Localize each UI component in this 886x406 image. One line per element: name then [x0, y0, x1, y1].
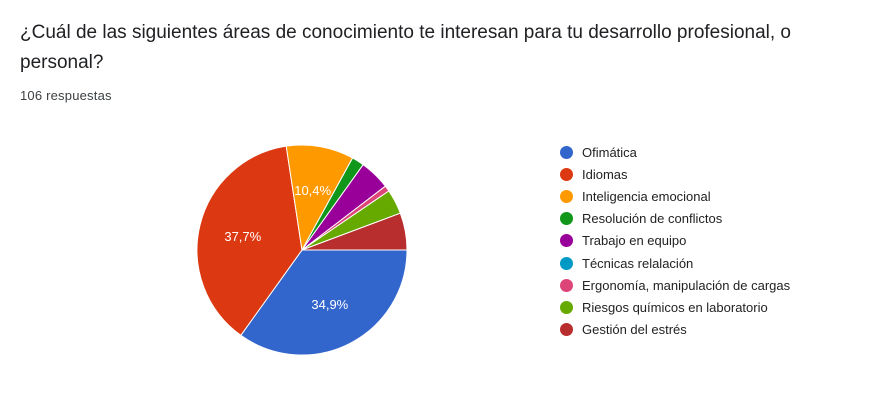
legend-swatch-4: [560, 212, 573, 226]
legend-label-2: Idiomas: [582, 166, 628, 182]
legend-swatch-2: [560, 167, 573, 181]
legend-item-1[interactable]: Ofimática: [560, 141, 790, 163]
legend-swatch-9: [560, 323, 573, 337]
pie-label-2: 37,7%: [224, 229, 261, 244]
pie-slice-1[interactable]: [240, 249, 408, 356]
legend-item-7[interactable]: Ergonomía, manipulación de cargas: [560, 274, 790, 296]
legend-item-9[interactable]: Gestión del estrés: [560, 319, 790, 341]
legend-label-7: Ergonomía, manipulación de cargas: [582, 277, 791, 293]
legend-swatch-1: [560, 145, 573, 159]
legend-item-6[interactable]: Técnicas relalación: [560, 252, 790, 274]
legend-label-8: Riesgos químicos en laboratorio: [582, 299, 768, 315]
legend-item-2[interactable]: Idiomas: [560, 163, 790, 185]
legend-item-5[interactable]: Trabajo en equipo: [560, 230, 790, 252]
legend-swatch-3: [560, 189, 573, 203]
legend-swatch-6: [560, 256, 573, 270]
pie-labels: 34,9% 37,7% 10,4%: [224, 183, 348, 312]
pie-slice-3[interactable]: [285, 144, 354, 252]
legend-item-8[interactable]: Riesgos químicos en laboratorio: [560, 296, 790, 318]
response-count: 106 respuestas: [20, 88, 112, 103]
legend-label-4: Resolución de conflictos: [582, 211, 723, 227]
legend-label-5: Trabajo en equipo: [582, 233, 687, 249]
pie-slice-2[interactable]: [196, 145, 303, 337]
pie-label-1: 34,9%: [311, 297, 348, 312]
legend-item-4[interactable]: Resolución de conflictos: [560, 208, 790, 230]
legend-label-3: Inteligencia emocional: [582, 188, 711, 204]
legend-label-6: Técnicas relalación: [582, 255, 694, 271]
chart-legend: Ofimática Idiomas Inteligencia emocional Re…: [560, 141, 790, 341]
legend-swatch-7: [560, 278, 573, 292]
legend-item-3[interactable]: Inteligencia emocional: [560, 185, 790, 207]
pie-label-3: 10,4%: [294, 183, 331, 198]
legend-swatch-8: [560, 300, 573, 314]
legend-swatch-5: [560, 234, 573, 248]
pie-slice-9[interactable]: [301, 212, 408, 251]
pie-slices: [196, 144, 408, 356]
question-title: ¿Cuál de las siguientes áreas de conocim…: [20, 22, 792, 73]
legend-label-9: Gestión del estrés: [582, 322, 687, 338]
legend-label-1: Ofimática: [582, 144, 637, 160]
